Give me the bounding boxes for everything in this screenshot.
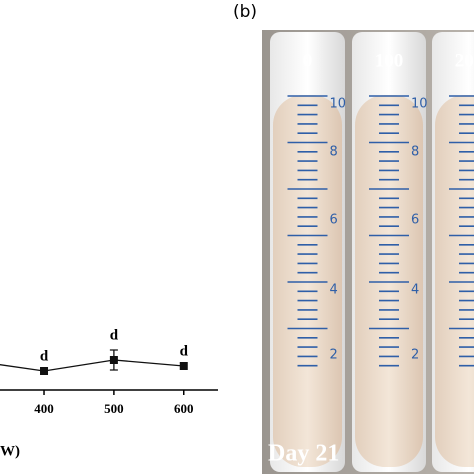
scale-label: 8: [330, 145, 338, 160]
data-point: [179, 362, 188, 370]
tube-label: 200: [455, 50, 474, 71]
significance-letter: d: [110, 327, 119, 343]
tube-liquid: [435, 95, 474, 467]
panel-label: (b): [233, 2, 257, 22]
x-axis-label: W): [0, 443, 20, 459]
data-point: [40, 367, 49, 375]
scale-label: 2: [411, 348, 419, 363]
tube-liquid: [355, 95, 423, 467]
scale-label: 6: [411, 213, 419, 228]
scale-label: 4: [411, 283, 419, 298]
scale-label: 2: [330, 348, 338, 363]
scale-label: 6: [330, 213, 338, 228]
scale-label: 4: [330, 283, 338, 298]
tube-label: 100: [375, 50, 404, 71]
scale-label: 8: [411, 145, 419, 160]
caption: Day 21: [268, 441, 339, 467]
tubes: 0108642100108642200108642: [270, 32, 474, 472]
x-tick-label: 500: [104, 401, 124, 416]
x-tick-label: 400: [34, 401, 54, 416]
x-tick-label: 600: [174, 401, 194, 416]
scale-label: 10: [411, 97, 428, 112]
tube-liquid: [273, 95, 342, 467]
data-point: [109, 356, 118, 364]
significance-letter: d: [180, 343, 189, 359]
tube-label: 0: [303, 50, 313, 71]
data-line: [0, 359, 184, 372]
significance-letter: d: [40, 348, 49, 364]
scale-label: 10: [330, 97, 347, 112]
